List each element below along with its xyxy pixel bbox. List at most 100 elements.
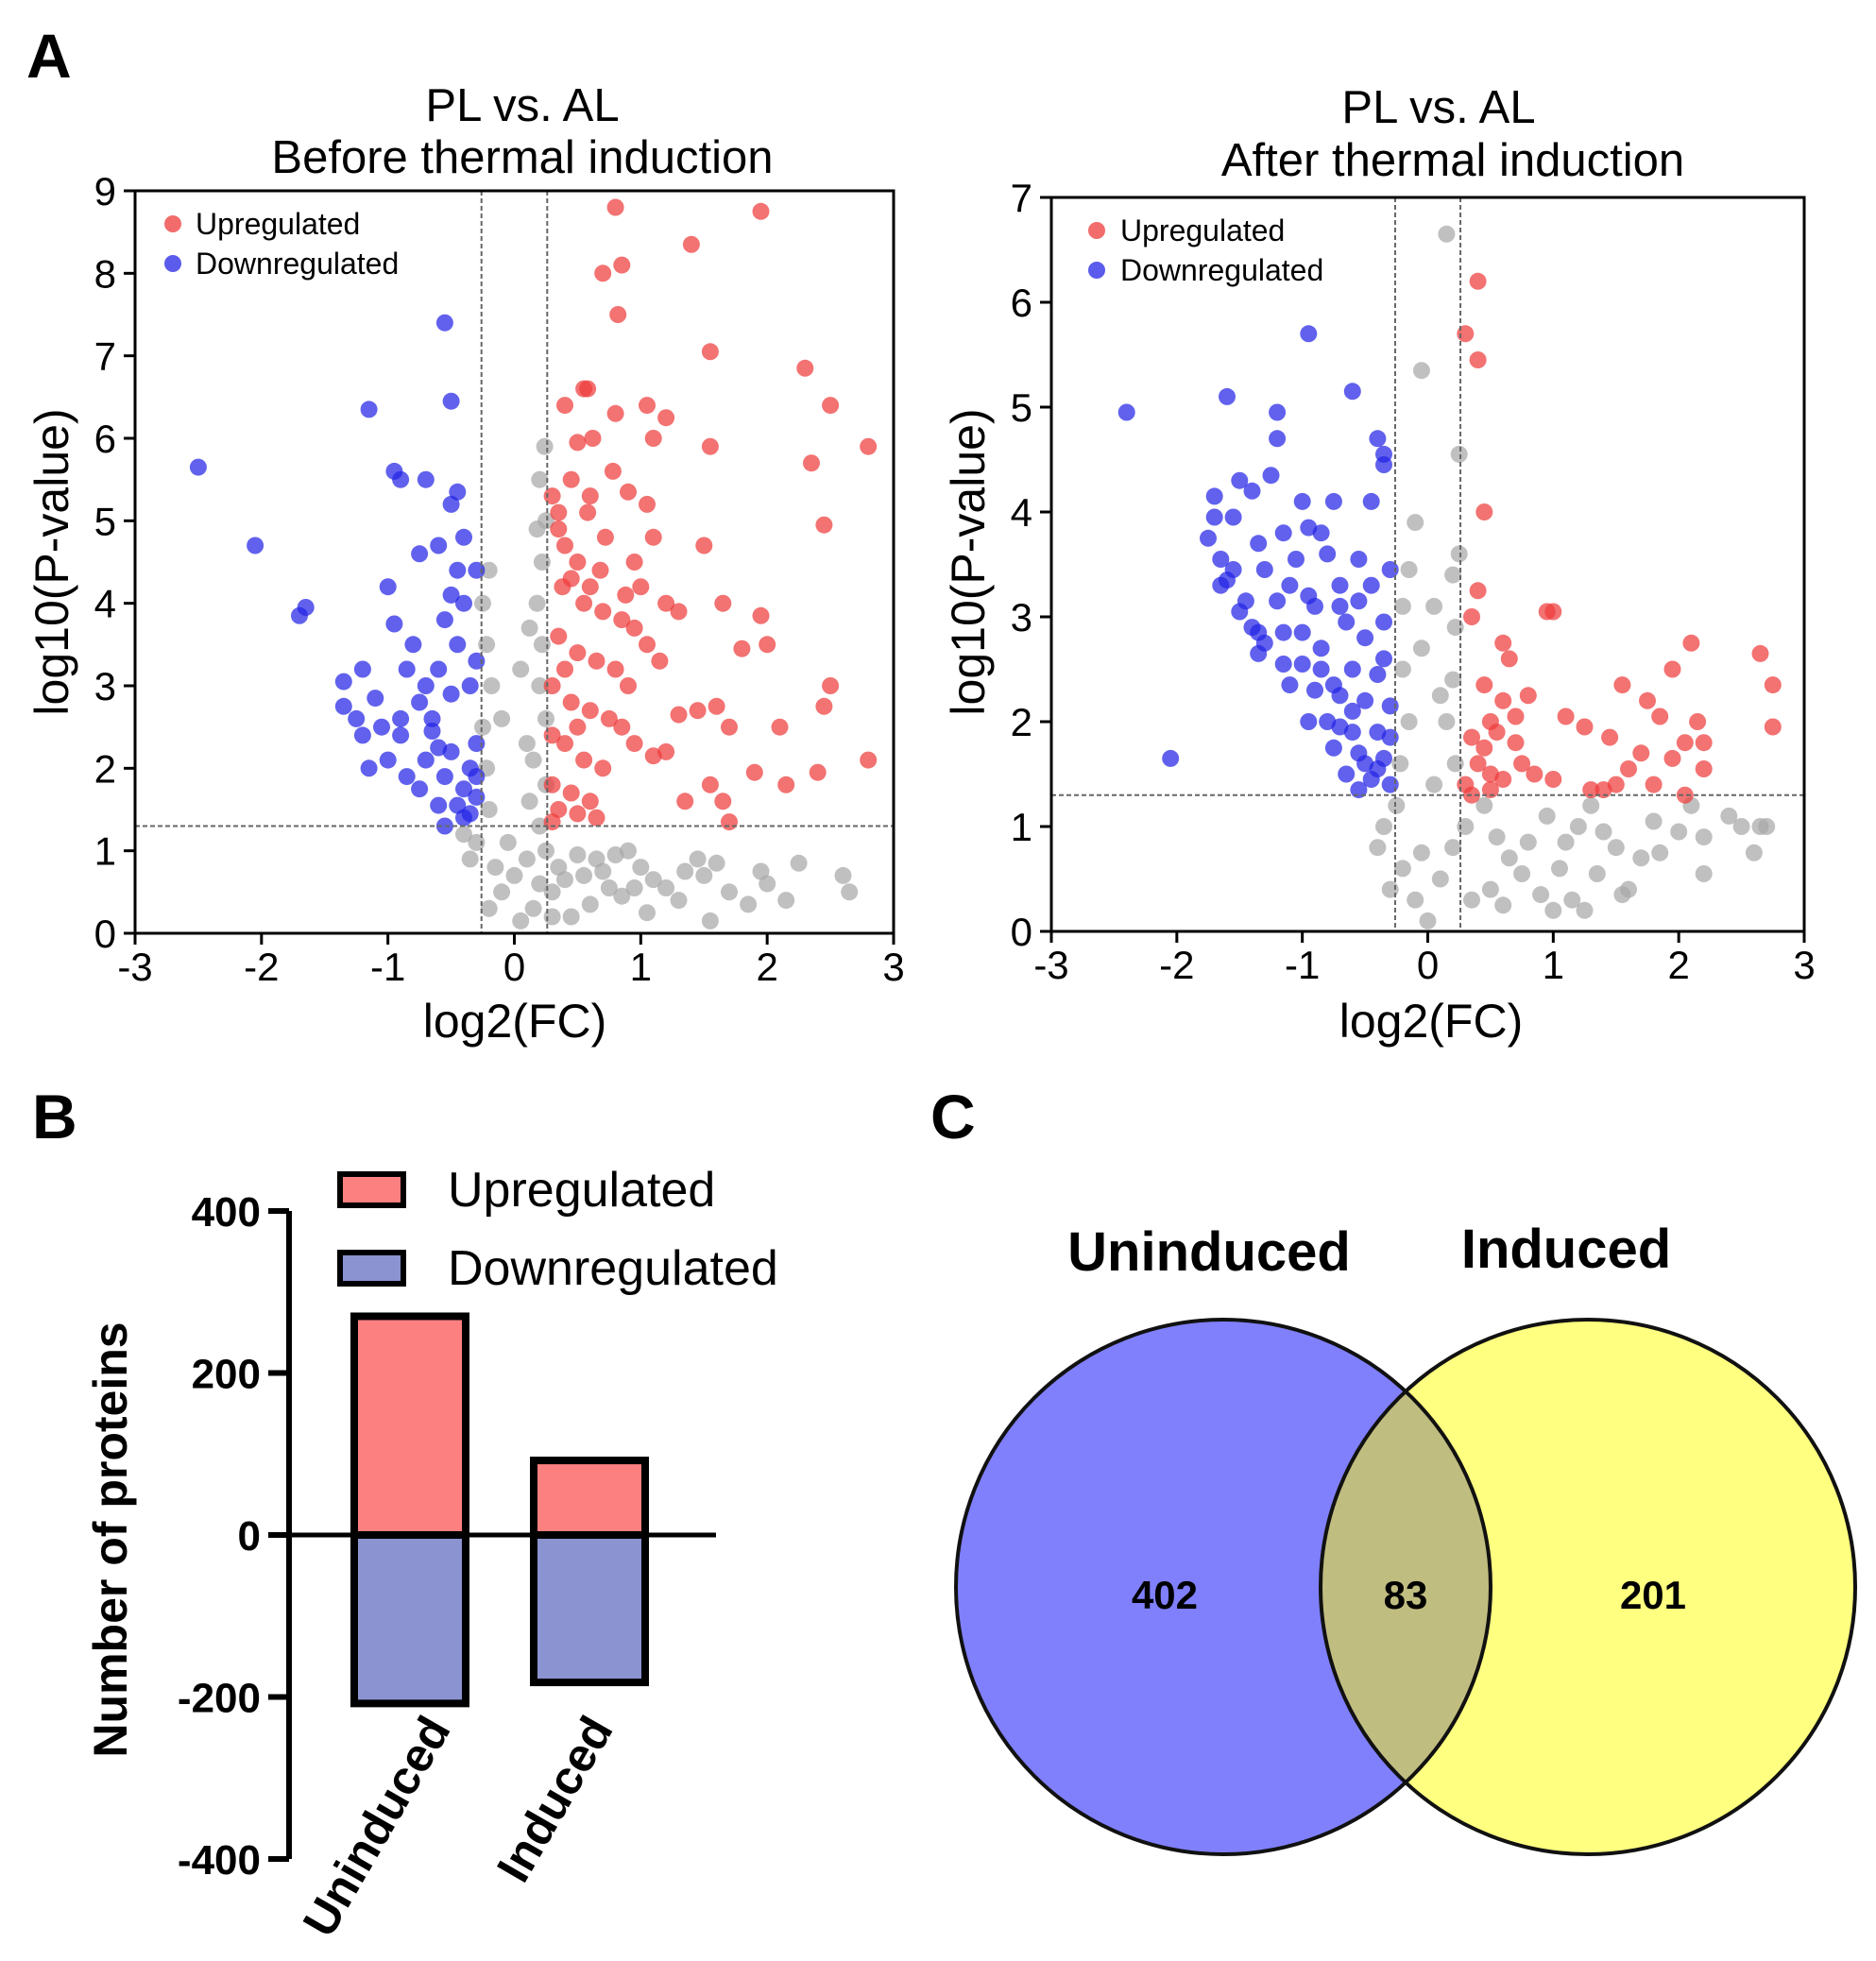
point-downregulated (435, 768, 453, 786)
bar-y-ticks: 400 200 0 -200 -400 (178, 1189, 289, 1884)
point-not-significant (520, 793, 538, 810)
point-downregulated (1250, 535, 1268, 553)
point-upregulated (562, 693, 580, 711)
point-not-significant (790, 854, 808, 872)
point-downregulated (1381, 561, 1399, 578)
legend-downregulated-marker (164, 255, 181, 272)
point-not-significant (524, 899, 542, 917)
point-upregulated (1651, 708, 1669, 725)
point-upregulated (701, 343, 719, 361)
x-tick-label: 1 (1543, 943, 1564, 987)
y-tick-label: 0 (1011, 910, 1032, 954)
point-downregulated (1375, 650, 1392, 668)
point-not-significant (632, 859, 650, 877)
point-upregulated (606, 404, 624, 422)
point-downregulated (1117, 403, 1135, 421)
bar-y-tick-label: -400 (178, 1837, 261, 1884)
point-upregulated (670, 706, 688, 724)
y-tick-label: 3 (94, 664, 116, 708)
point-downregulated (449, 561, 467, 579)
point-not-significant (1463, 891, 1480, 909)
point-upregulated (745, 763, 763, 781)
legend-downregulated-label: Downregulated (1120, 253, 1323, 287)
point-upregulated (1676, 734, 1694, 752)
point-upregulated (591, 561, 609, 579)
point-downregulated (392, 470, 410, 488)
point-not-significant (1412, 844, 1430, 861)
point-not-significant (644, 871, 662, 889)
point-not-significant (1576, 901, 1594, 919)
point-not-significant (480, 899, 498, 917)
point-not-significant (536, 437, 554, 455)
point-downregulated (455, 528, 472, 546)
point-upregulated (1620, 760, 1637, 777)
point-downregulated (398, 660, 416, 678)
point-downregulated (1312, 660, 1330, 678)
bar-downregulated-induced (530, 1531, 649, 1687)
point-upregulated (620, 677, 637, 694)
point-upregulated (606, 198, 624, 216)
panel-label-a: A (26, 21, 72, 91)
point-not-significant (639, 904, 656, 922)
point-upregulated (1500, 650, 1518, 668)
point-not-significant (606, 846, 624, 863)
point-downregulated (1362, 492, 1380, 510)
point-upregulated (1507, 734, 1525, 752)
point-not-significant (1393, 860, 1411, 878)
point-upregulated (644, 747, 662, 765)
point-upregulated (1751, 644, 1769, 662)
point-upregulated (1526, 765, 1543, 783)
point-not-significant (1494, 896, 1512, 914)
point-upregulated (562, 470, 580, 488)
bar-y-tick-label: -200 (178, 1676, 261, 1722)
point-downregulated (442, 392, 460, 410)
point-downregulated (1324, 676, 1342, 694)
point-upregulated (1764, 718, 1782, 736)
point-not-significant (480, 561, 498, 579)
x-tick-label: 0 (503, 945, 525, 989)
point-upregulated (1557, 708, 1575, 725)
point-downregulated (411, 693, 429, 711)
point-upregulated (639, 495, 656, 513)
point-downregulated (367, 690, 384, 708)
point-upregulated (569, 805, 587, 823)
point-downregulated (334, 673, 352, 691)
point-upregulated (822, 677, 840, 694)
point-upregulated (644, 430, 662, 447)
point-downregulated (247, 537, 264, 554)
point-upregulated (617, 586, 635, 604)
point-downregulated (435, 817, 453, 835)
point-not-significant (455, 826, 472, 844)
y-tick-label: 3 (1011, 595, 1032, 639)
point-not-significant (1695, 865, 1713, 882)
venn-count-overlap: 83 (1384, 1573, 1428, 1617)
volcano-before-plot-frame (133, 189, 895, 935)
point-upregulated (594, 264, 612, 282)
point-downregulated (348, 709, 366, 727)
point-upregulated (594, 759, 612, 777)
point-upregulated (1513, 755, 1531, 773)
point-not-significant (600, 879, 618, 896)
point-upregulated (860, 437, 878, 455)
point-upregulated (613, 718, 631, 736)
point-not-significant (512, 912, 530, 929)
point-downregulated (417, 677, 435, 694)
point-downregulated (1262, 467, 1280, 485)
point-downregulated (461, 677, 479, 694)
point-upregulated (594, 603, 612, 621)
point-downregulated (1356, 691, 1374, 709)
point-upregulated (1507, 708, 1525, 725)
point-upregulated (639, 397, 656, 415)
y-tick-label: 0 (94, 912, 116, 956)
point-upregulated (1663, 749, 1681, 767)
volcano-after-y-label: log10(P-value) (942, 408, 995, 715)
point-not-significant (1632, 849, 1650, 867)
volcano-before-points (189, 198, 878, 929)
panel-label-b: B (32, 1082, 77, 1151)
point-upregulated (1469, 755, 1487, 773)
volcano-after-title-line1: PL vs. AL (1341, 82, 1535, 133)
point-upregulated (632, 578, 650, 596)
point-not-significant (1438, 225, 1456, 243)
point-upregulated (1632, 744, 1650, 762)
point-downregulated (442, 685, 460, 703)
